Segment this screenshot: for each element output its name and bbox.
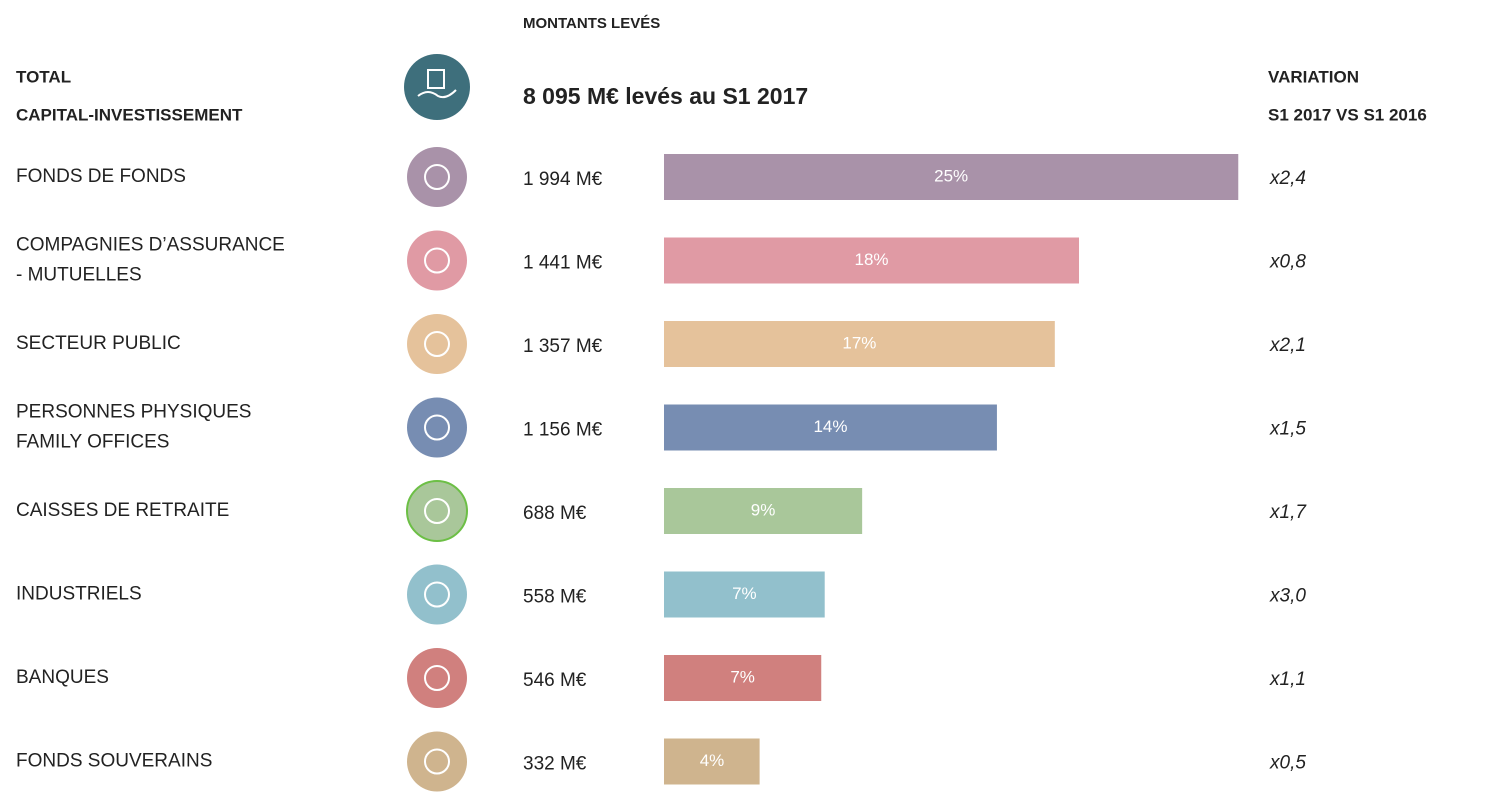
variation-label: x1,7 <box>1269 502 1307 523</box>
category-label: - MUTUELLES <box>16 265 142 286</box>
variation-label: x0,5 <box>1269 753 1306 774</box>
total-label: 8 095 M€ levés au S1 2017 <box>523 83 808 109</box>
left-header: CAPITAL-INVESTISSEMENT <box>16 105 243 124</box>
category-label: BANQUES <box>16 667 109 688</box>
category-label: CAISSES DE RETRAITE <box>16 500 229 521</box>
bar <box>664 655 822 701</box>
variation-label: x0,8 <box>1269 252 1306 273</box>
category-icon <box>407 731 467 792</box>
icon-glyph <box>424 498 450 524</box>
variation-label: x3,0 <box>1269 586 1306 607</box>
category-label: SECTEUR PUBLIC <box>16 333 181 354</box>
amount-label: 332 M€ <box>523 754 587 775</box>
variation-label: x1,5 <box>1269 419 1306 440</box>
amount-label: 1 994 M€ <box>523 169 603 190</box>
amount-label: 1 156 M€ <box>523 420 603 441</box>
icon-glyph <box>424 748 450 775</box>
left-header: TOTAL <box>16 67 71 86</box>
bar <box>664 154 1239 200</box>
category-label: FONDS DE FONDS <box>16 166 186 187</box>
variation-label: x2,4 <box>1269 168 1306 189</box>
icon-glyph <box>427 69 445 89</box>
category-icon <box>406 480 468 542</box>
category-label: FAMILY OFFICES <box>16 432 169 453</box>
bar <box>664 321 1055 367</box>
icon-glyph <box>417 89 457 99</box>
right-header: S1 2017 VS S1 2016 <box>1268 105 1427 124</box>
right-header: VARIATION <box>1268 67 1359 86</box>
icon-glyph <box>424 247 450 274</box>
category-icon <box>407 397 467 458</box>
amount-label: 688 M€ <box>523 503 587 524</box>
category-label: INDUSTRIELS <box>16 584 142 605</box>
share-label: 25% <box>934 166 968 185</box>
variation-label: x1,1 <box>1269 669 1306 690</box>
category-label: PERSONNES PHYSIQUES <box>16 402 251 423</box>
category-icon <box>407 648 467 708</box>
bar <box>664 237 1080 284</box>
bar <box>664 571 825 618</box>
bar <box>664 488 863 534</box>
category-icon <box>407 314 467 374</box>
share-label: 4% <box>700 751 725 770</box>
header-icon <box>404 54 470 120</box>
bar <box>664 738 760 785</box>
icon-glyph <box>424 414 450 441</box>
amount-label: 546 M€ <box>523 670 587 691</box>
category-label: FONDS SOUVERAINS <box>16 751 212 772</box>
share-label: 9% <box>751 500 776 519</box>
category-icon <box>407 147 467 207</box>
chart-title: MONTANTS LEVÉS <box>523 15 660 32</box>
share-label: 17% <box>842 333 876 352</box>
icon-glyph <box>424 665 450 691</box>
share-label: 7% <box>732 584 757 603</box>
share-label: 18% <box>854 250 888 269</box>
icon-glyph <box>424 331 450 357</box>
category-label: COMPAGNIES D’ASSURANCE <box>16 235 285 256</box>
amount-label: 558 M€ <box>523 587 587 608</box>
category-icon <box>407 564 467 625</box>
amount-label: 1 357 M€ <box>523 336 603 357</box>
bar <box>664 404 997 451</box>
icon-glyph <box>424 164 450 190</box>
icon-glyph <box>424 581 450 608</box>
share-label: 7% <box>730 667 755 686</box>
category-icon <box>407 230 467 291</box>
amount-label: 1 441 M€ <box>523 253 603 274</box>
share-label: 14% <box>813 417 847 436</box>
variation-label: x2,1 <box>1269 335 1306 356</box>
